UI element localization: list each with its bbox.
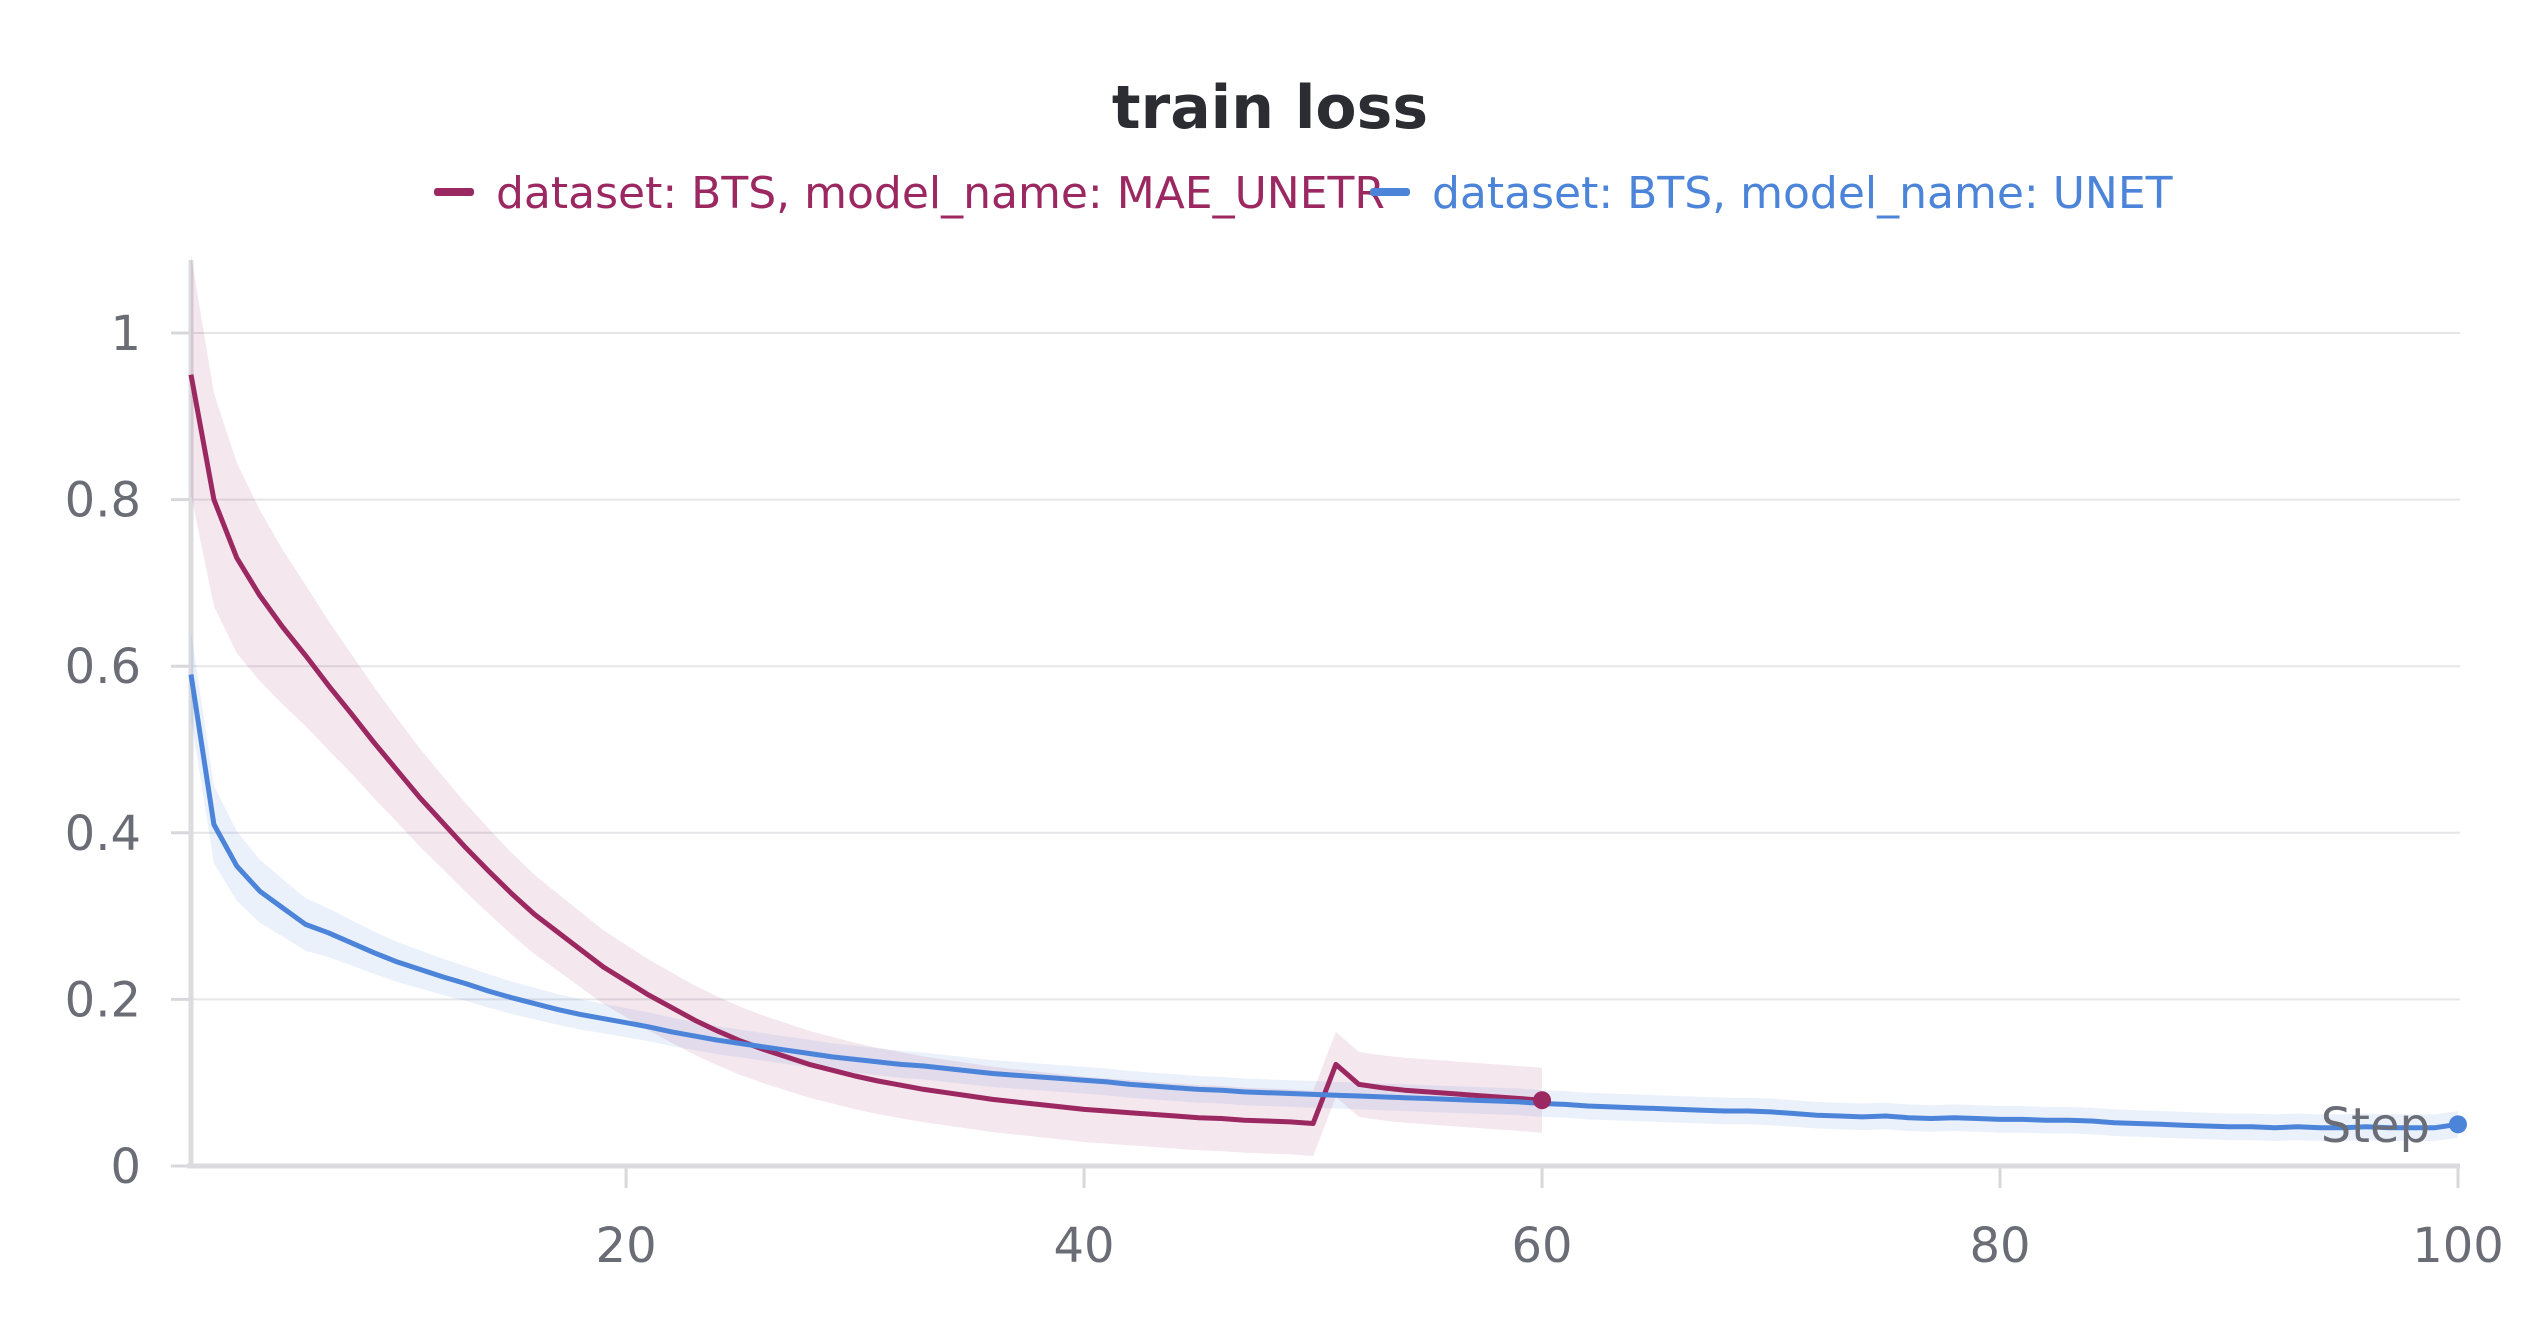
grid-lines	[171, 331, 2460, 1188]
series-line-1	[188, 374, 1543, 1126]
legend-swatch-2	[1370, 188, 1410, 196]
x-tick-label: 80	[1969, 1218, 2030, 1274]
y-tick-label: 0.8	[65, 473, 141, 529]
axes	[187, 260, 2460, 1169]
x-tick-label: 40	[1054, 1218, 1115, 1274]
x-tick-label: 60	[1512, 1218, 1573, 1274]
legend: dataset: BTS, model_name: MAE_UNETR datas…	[434, 168, 2173, 219]
legend-swatch-1	[434, 188, 474, 196]
x-axis-label: Step	[2321, 1098, 2430, 1154]
y-tick-label: 0.4	[65, 806, 141, 862]
confidence-bands	[191, 254, 2458, 1156]
x-tick-label: 20	[596, 1218, 657, 1274]
series-line-2	[188, 674, 2459, 1131]
tick-labels: 0 0.2 0.4 0.6 0.8 1 20 40 60 80 100	[65, 306, 2504, 1274]
y-tick-label: 1	[110, 306, 141, 362]
x-tick-label: 100	[2412, 1218, 2504, 1274]
legend-label-1: dataset: BTS, model_name: MAE_UNETR	[496, 168, 1385, 219]
legend-label-2: dataset: BTS, model_name: UNET	[1432, 168, 2173, 219]
chart-title: train loss	[1112, 73, 1428, 143]
series-endpoint-2	[2449, 1115, 2467, 1134]
series-band-1	[191, 254, 1542, 1156]
y-tick-label: 0	[110, 1139, 141, 1195]
y-tick-label: 0.6	[65, 639, 141, 695]
series-lines	[188, 374, 2459, 1131]
y-tick-label: 0.2	[65, 972, 141, 1028]
series-endpoints	[1533, 1091, 2467, 1134]
series-endpoint-1	[1533, 1091, 1552, 1110]
